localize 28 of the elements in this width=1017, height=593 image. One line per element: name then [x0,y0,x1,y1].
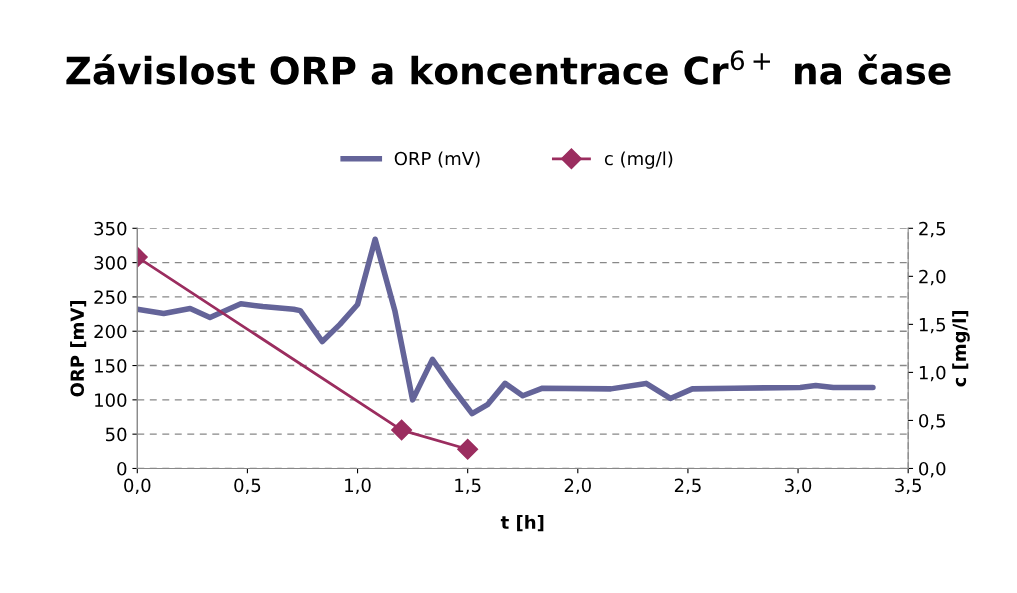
y-tick-label: 250 [94,290,127,305]
x-tick-label: 1,0 [345,478,371,495]
y2-axis-title: c [mg/l] [952,310,970,387]
legend-label: c (mg/l) [604,151,673,169]
y2-tick-label: 0,5 [919,413,946,430]
legend-label: ORP (mV) [394,151,480,168]
y-axis-title: ORP [mV] [70,300,87,397]
x-axis-title: t [h] [500,515,544,532]
y2-tick-label: 1,0 [919,365,946,382]
y-tick-label: 200 [94,324,127,339]
y-tick-label: 350 [94,221,127,236]
x-tick-label: 3,0 [785,478,812,495]
y-tick-label: 300 [94,256,127,270]
y2-tick-label: 2,5 [919,221,946,238]
y-tick-label: 50 [105,427,127,442]
y2-tick-label: 0,0 [919,461,946,478]
y-tick-label: 150 [95,359,127,373]
y-tick-label: 0 [117,461,127,476]
x-tick-label: 2,0 [564,478,591,495]
x-tick-label: 3,5 [895,478,921,495]
x-tick-label: 0,5 [234,478,261,495]
x-tick-label: 2,5 [674,478,701,495]
y-tick-label: 100 [95,393,127,407]
y2-tick-label: 2,0 [919,269,946,286]
chart-title: Závislost ORP a koncentrace Cr$^{6+}$ na čase [66,50,951,85]
x-tick-label: 1,5 [455,478,481,495]
x-tick-label: 0,0 [124,478,151,495]
y2-tick-label: 1,5 [919,318,946,334]
